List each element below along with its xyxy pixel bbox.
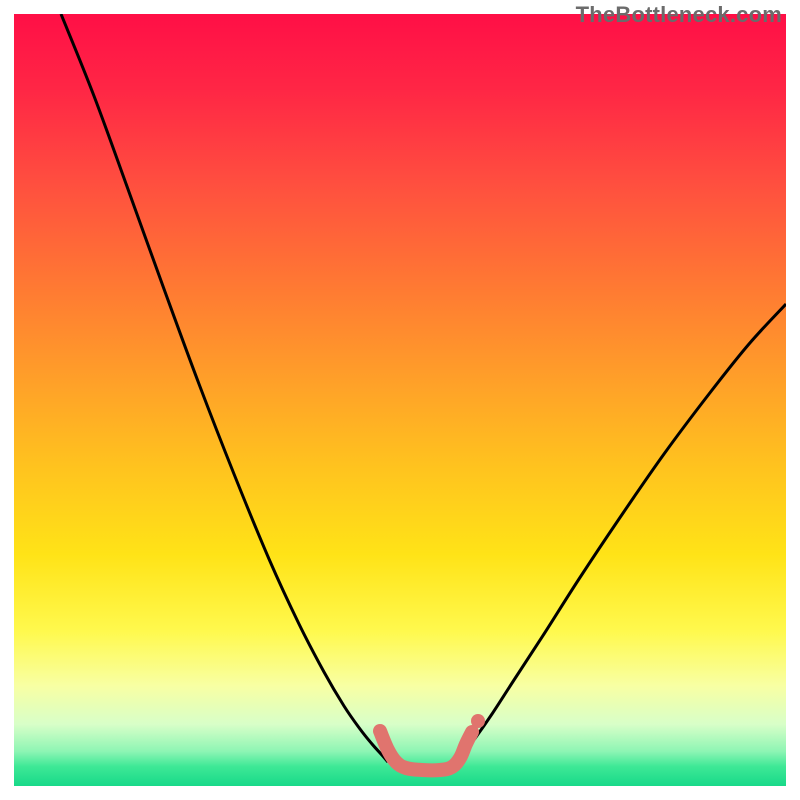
chart-svg <box>14 14 786 786</box>
chart-frame: TheBottleneck.com <box>0 0 800 800</box>
gradient-background <box>14 14 786 786</box>
watermark-text: TheBottleneck.com <box>576 2 782 28</box>
trough-dot <box>471 714 485 728</box>
plot-area <box>14 14 786 786</box>
